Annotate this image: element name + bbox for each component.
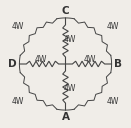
Text: 4W: 4W	[107, 97, 119, 106]
Text: 4W: 4W	[64, 84, 76, 93]
Text: 4W: 4W	[12, 22, 24, 31]
Text: 4W: 4W	[12, 97, 24, 106]
Text: D: D	[9, 59, 17, 69]
Text: 4W: 4W	[84, 55, 96, 64]
Text: C: C	[62, 6, 69, 16]
Text: 4W: 4W	[35, 55, 47, 64]
Text: B: B	[114, 59, 122, 69]
Text: A: A	[61, 112, 70, 122]
Text: 4W: 4W	[64, 35, 76, 44]
Text: 4W: 4W	[107, 22, 119, 31]
